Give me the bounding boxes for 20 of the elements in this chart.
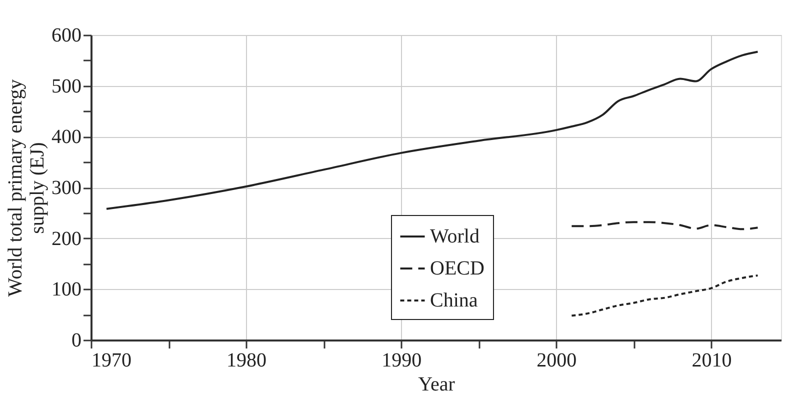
x-tick-label: 1970 xyxy=(92,350,132,372)
y-tick-label: 0 xyxy=(72,330,82,352)
y-tick-label: 600 xyxy=(52,24,82,46)
legend-label: World xyxy=(430,226,480,248)
y-tick-label: 400 xyxy=(52,126,82,148)
y-tick-label: 300 xyxy=(52,177,82,199)
line-series xyxy=(570,274,759,317)
x-tick-label: 1990 xyxy=(382,350,422,372)
line-series xyxy=(570,221,759,230)
y-axis-title: World total primary energy supply (EJ) xyxy=(4,79,48,297)
x-axis-title: Year xyxy=(418,374,456,396)
y-tick-label: 200 xyxy=(52,228,82,250)
legend-label: OECD xyxy=(430,258,484,280)
legend-label: China xyxy=(430,290,478,312)
x-tick-label: 2000 xyxy=(536,350,577,372)
y-tick-label: 500 xyxy=(52,75,82,98)
x-tick-label: 2010 xyxy=(692,350,732,372)
y-tick-label: 100 xyxy=(52,278,82,301)
line-series xyxy=(106,50,759,210)
x-tick-label: 1980 xyxy=(226,350,267,372)
